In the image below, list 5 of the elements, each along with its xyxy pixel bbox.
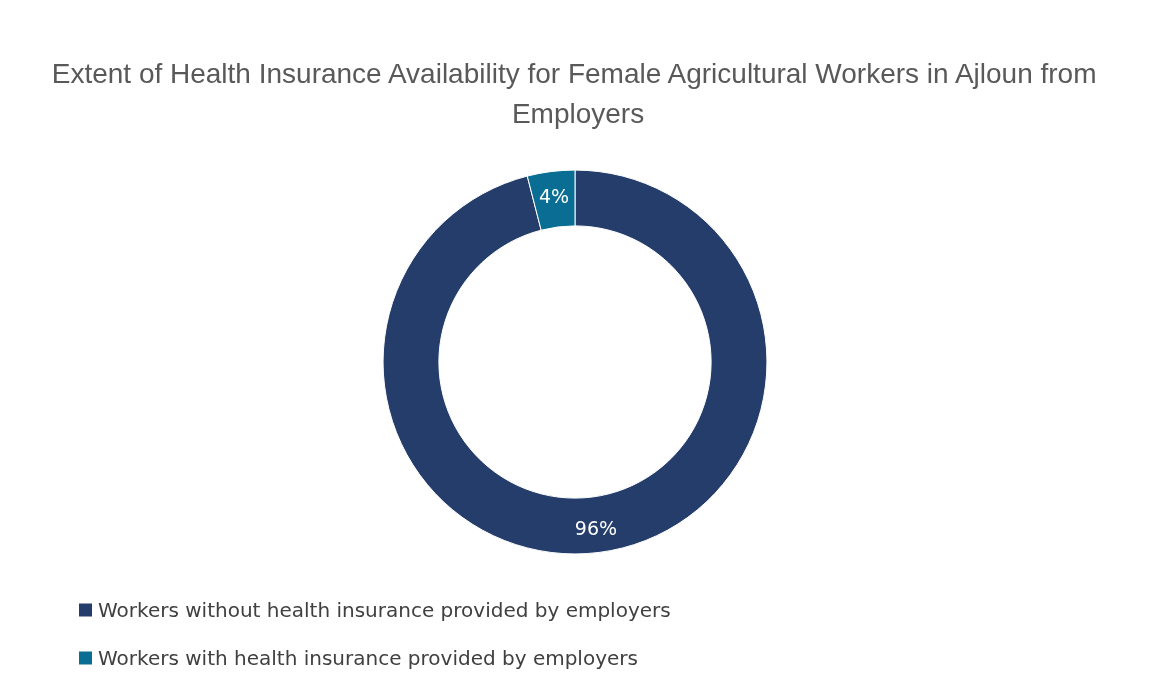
data-label: 96%: [574, 516, 618, 539]
data-label: 4%: [538, 185, 570, 208]
legend-label: Workers with health insurance provided by employers: [98, 646, 638, 670]
legend-label: Workers without health insurance provided by employers: [98, 598, 671, 622]
chart-title: Extent of Health Insurance Availability for Female Agricultural Workers in Ajloun from Employers: [51, 57, 1105, 129]
